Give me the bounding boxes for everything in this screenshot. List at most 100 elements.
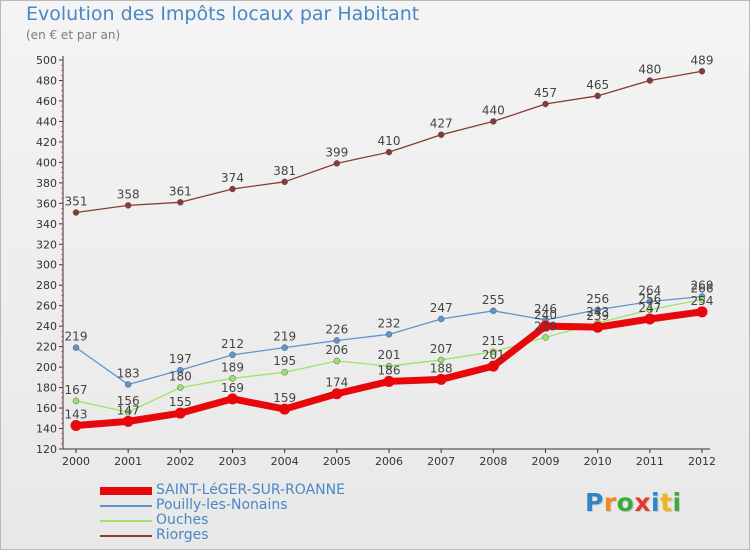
data-label: 427 [430, 117, 453, 131]
data-point [279, 403, 291, 415]
data-point [698, 68, 706, 75]
x-tick-label: 2008 [479, 455, 507, 468]
chart-title: Evolution des Impôts locaux par Habitant [26, 3, 420, 25]
data-label: 255 [482, 293, 505, 307]
data-label: 240 [534, 308, 557, 322]
data-label: 247 [638, 301, 661, 315]
legend-label: Riorges [156, 527, 209, 543]
data-label: 189 [221, 360, 244, 374]
data-label: 465 [586, 78, 609, 92]
y-tick-label: 440 [36, 115, 57, 128]
data-label: 183 [117, 367, 140, 381]
data-point [174, 407, 186, 419]
data-point [281, 178, 288, 186]
data-point [698, 296, 706, 303]
data-label: 480 [638, 62, 661, 76]
y-tick-label: 220 [36, 341, 57, 354]
data-point [490, 348, 497, 355]
data-point [124, 381, 132, 388]
data-point [490, 118, 497, 125]
data-point [385, 331, 393, 338]
data-point [542, 100, 549, 108]
data-point [490, 307, 497, 315]
data-label: 229 [534, 319, 557, 333]
x-tick-label: 2006 [375, 455, 403, 468]
logo-letter: o [616, 488, 635, 517]
logo-letter: t [660, 488, 673, 517]
legend-swatch [100, 535, 152, 537]
data-label: 219 [65, 330, 88, 344]
y-tick-label: 420 [36, 136, 57, 149]
data-label: 155 [169, 395, 192, 409]
data-label: 159 [273, 391, 296, 405]
logo-letter: P [585, 488, 604, 517]
data-point [333, 160, 341, 167]
data-point [177, 366, 184, 374]
data-label: 246 [534, 302, 557, 316]
legend-swatch [100, 520, 152, 522]
data-label: 206 [325, 343, 348, 357]
data-label: 215 [482, 334, 505, 348]
data-label: 489 [691, 53, 714, 67]
data-label: 381 [273, 164, 296, 178]
x-tick-label: 2005 [323, 455, 351, 468]
data-label: 167 [65, 383, 88, 397]
data-label: 195 [273, 354, 296, 368]
data-point [696, 306, 708, 318]
data-label: 266 [691, 282, 714, 296]
data-point [124, 408, 132, 416]
legend-swatch [100, 487, 152, 495]
data-label: 219 [273, 330, 296, 344]
data-label: 169 [221, 381, 244, 395]
data-point [437, 356, 445, 364]
data-label: 247 [430, 301, 453, 315]
data-label: 186 [378, 363, 401, 377]
data-point [385, 148, 393, 156]
chart-subtitle: (en € et par an) [26, 28, 121, 42]
data-point [385, 362, 393, 370]
series-lines [70, 68, 708, 431]
data-point [646, 77, 654, 84]
x-tick-label: 2004 [271, 455, 299, 468]
legend-label: Pouilly-les-Nonains [156, 497, 288, 513]
data-point [594, 92, 601, 100]
x-tick-label: 2007 [427, 455, 455, 468]
data-point [122, 415, 134, 427]
y-tick-label: 300 [36, 259, 57, 272]
data-label: 188 [430, 361, 453, 375]
proxiti-logo: Proxiti [585, 488, 682, 517]
y-tick-label: 120 [36, 443, 57, 456]
data-label: 351 [65, 195, 88, 209]
legend-swatch [100, 505, 152, 507]
data-label: 264 [638, 284, 661, 298]
y-tick-label: 280 [36, 279, 57, 292]
data-point [72, 397, 80, 405]
y-tick-label: 360 [36, 197, 57, 210]
legend-label: SAINT-LéGER-SUR-ROANNE [156, 482, 345, 498]
data-point [487, 360, 499, 372]
y-tick-label: 400 [36, 156, 57, 169]
logo-letter: r [603, 488, 617, 517]
data-point [229, 185, 236, 193]
y-tick-label: 500 [36, 54, 57, 67]
data-point [229, 351, 236, 359]
data-point [72, 209, 80, 216]
data-label: 254 [691, 294, 714, 308]
data-point [229, 375, 236, 382]
x-tick-label: 2012 [688, 455, 716, 468]
data-point [437, 131, 445, 138]
legend-label: Ouches [156, 512, 209, 528]
data-label: 232 [378, 316, 401, 330]
data-label: 243 [586, 305, 609, 319]
data-point [435, 373, 447, 385]
data-label: 212 [221, 337, 244, 351]
data-label: 147 [117, 403, 140, 417]
x-tick-label: 2010 [584, 455, 612, 468]
logo-letter: i [672, 488, 682, 517]
y-tick-label: 160 [36, 402, 57, 415]
data-label: 256 [638, 292, 661, 306]
x-tick-label: 2003 [219, 455, 247, 468]
data-point [644, 313, 656, 325]
data-label: 226 [325, 322, 348, 336]
